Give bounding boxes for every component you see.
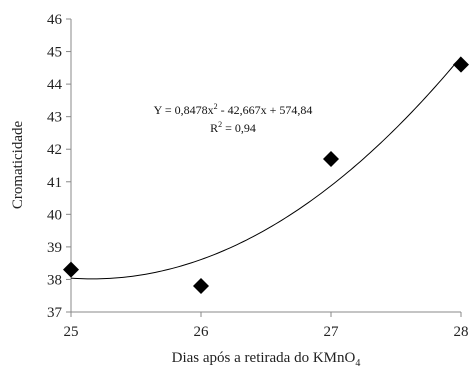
x-tick-label: 25 [64, 324, 79, 340]
y-tick-label: 46 [47, 12, 63, 28]
x-axis-title: Dias após a retirada do KMnO4 [172, 350, 361, 369]
y-tick-label: 39 [47, 240, 62, 256]
y-tick-label: 44 [47, 77, 63, 93]
x-tick-label: 28 [454, 324, 469, 340]
y-tick-label: 40 [47, 207, 62, 223]
y-tick-label: 45 [47, 45, 62, 61]
data-point [63, 261, 79, 278]
y-tick-label: 41 [47, 175, 62, 191]
data-points [63, 56, 469, 294]
data-point [323, 150, 339, 167]
equation-label: Y = 0,8478x2 - 42,667x + 574,84 [154, 102, 313, 117]
x-tick-label: 27 [324, 324, 340, 340]
data-point [453, 56, 469, 73]
trendline [70, 56, 462, 280]
axes [66, 18, 462, 317]
y-tick-label: 38 [47, 272, 62, 288]
x-tick-label: 26 [194, 324, 210, 340]
y-tick-label: 42 [47, 142, 62, 158]
y-axis-title: Cromaticidade [10, 121, 26, 210]
tick-labels: 37 38 39 40 41 42 43 44 45 46 25 26 27 28 [47, 12, 469, 340]
data-point [193, 277, 209, 294]
y-tick-label: 43 [47, 110, 62, 126]
r2-label: R2 = 0,94 [210, 120, 256, 135]
y-tick-label: 37 [47, 305, 63, 321]
